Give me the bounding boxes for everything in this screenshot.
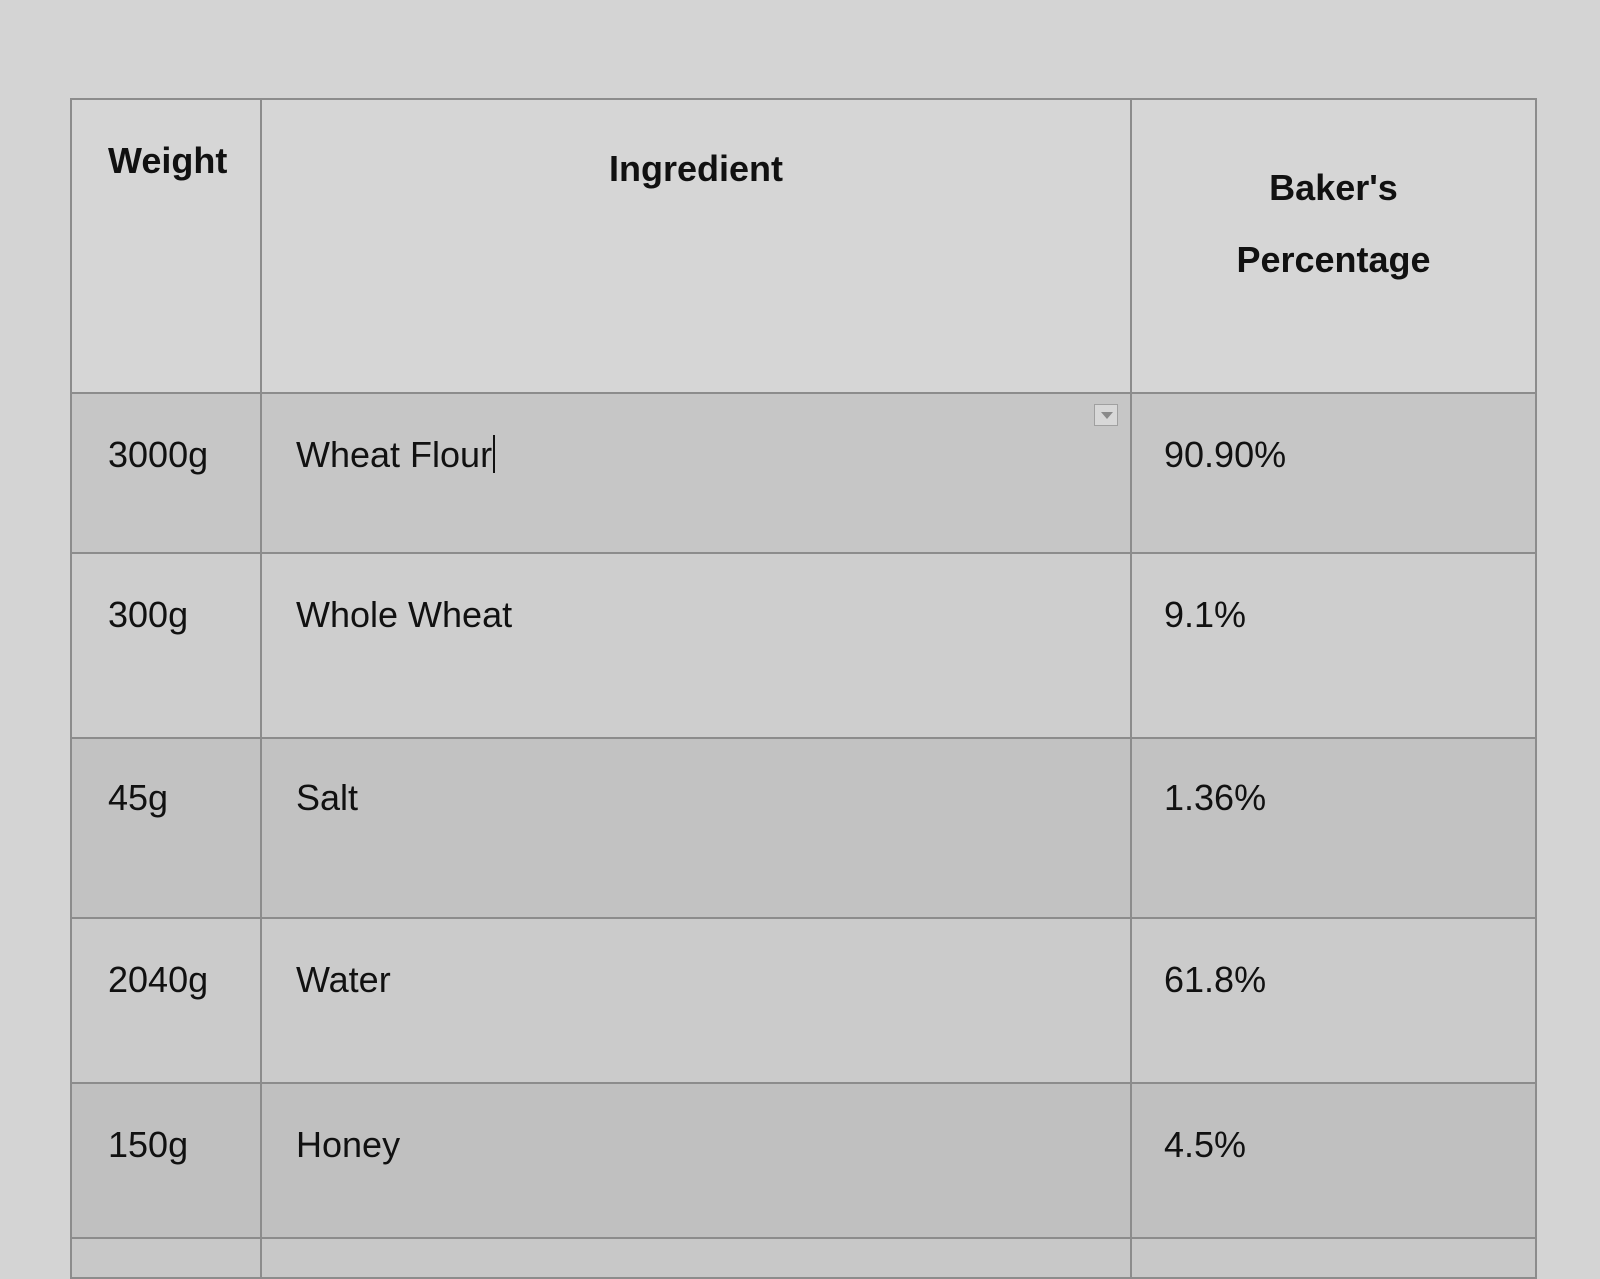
weight-value: 2040g	[108, 959, 209, 1000]
weight-value: 300g	[108, 594, 189, 635]
ingredient-table: Weight Ingredient Baker's Percentage 300…	[70, 98, 1537, 1279]
percent-cell[interactable]: 61.8%	[1130, 917, 1537, 1084]
ingredient-cell[interactable]: Honey	[260, 1082, 1132, 1239]
percent-cell[interactable]: 1.36%	[1130, 737, 1537, 919]
text-cursor	[493, 435, 496, 473]
weight-value: 150g	[108, 1124, 189, 1165]
weight-cell[interactable]: 2040g	[70, 917, 262, 1084]
header-weight-label: Weight	[108, 140, 228, 181]
ingredient-cell[interactable]: Water	[260, 917, 1132, 1084]
percent-cell[interactable]: 90.90%	[1130, 392, 1537, 554]
ingredient-value: Wheat Flour	[296, 434, 493, 475]
header-percent-line2: Percentage	[1236, 239, 1431, 280]
weight-cell[interactable]: 45g	[70, 737, 262, 919]
ingredient-cell[interactable]	[260, 1237, 1132, 1279]
header-ingredient-label: Ingredient	[608, 148, 783, 189]
header-bakers-percentage[interactable]: Baker's Percentage	[1130, 98, 1537, 394]
ingredient-value: Whole Wheat	[296, 594, 513, 635]
chevron-down-icon[interactable]	[1094, 404, 1118, 426]
percent-value: 90.90%	[1164, 434, 1287, 475]
percent-cell[interactable]: 9.1%	[1130, 552, 1537, 739]
percent-value: 9.1%	[1164, 594, 1247, 635]
percent-value: 4.5%	[1164, 1124, 1247, 1165]
percent-value: 1.36%	[1164, 777, 1267, 818]
ingredient-cell[interactable]: Whole Wheat	[260, 552, 1132, 739]
table-row: 300g Whole Wheat 9.1%	[70, 552, 1537, 739]
table-row: 45g Salt 1.36%	[70, 737, 1537, 919]
header-row: Weight Ingredient Baker's Percentage	[70, 98, 1537, 394]
ingredient-cell[interactable]: Salt	[260, 737, 1132, 919]
ingredient-cell-active[interactable]: Wheat Flour	[260, 392, 1132, 554]
ingredient-value: Honey	[296, 1124, 401, 1165]
header-percent-line1: Baker's	[1269, 167, 1398, 208]
header-ingredient[interactable]: Ingredient	[260, 98, 1132, 394]
weight-cell[interactable]: 3000g	[70, 392, 262, 554]
header-weight[interactable]: Weight	[70, 98, 262, 394]
table-row	[70, 1237, 1537, 1279]
table-row: 150g Honey 4.5%	[70, 1082, 1537, 1239]
ingredient-value: Water	[296, 959, 391, 1000]
percent-cell[interactable]	[1130, 1237, 1537, 1279]
weight-cell[interactable]: 150g	[70, 1082, 262, 1239]
percent-value: 61.8%	[1164, 959, 1267, 1000]
weight-cell[interactable]: 300g	[70, 552, 262, 739]
weight-cell[interactable]	[70, 1237, 262, 1279]
table-row: 2040g Water 61.8%	[70, 917, 1537, 1084]
weight-value: 3000g	[108, 434, 209, 475]
table-row: 3000g Wheat Flour 90.90%	[70, 392, 1537, 554]
weight-value: 45g	[108, 777, 169, 818]
percent-cell[interactable]: 4.5%	[1130, 1082, 1537, 1239]
ingredient-value: Salt	[296, 777, 359, 818]
